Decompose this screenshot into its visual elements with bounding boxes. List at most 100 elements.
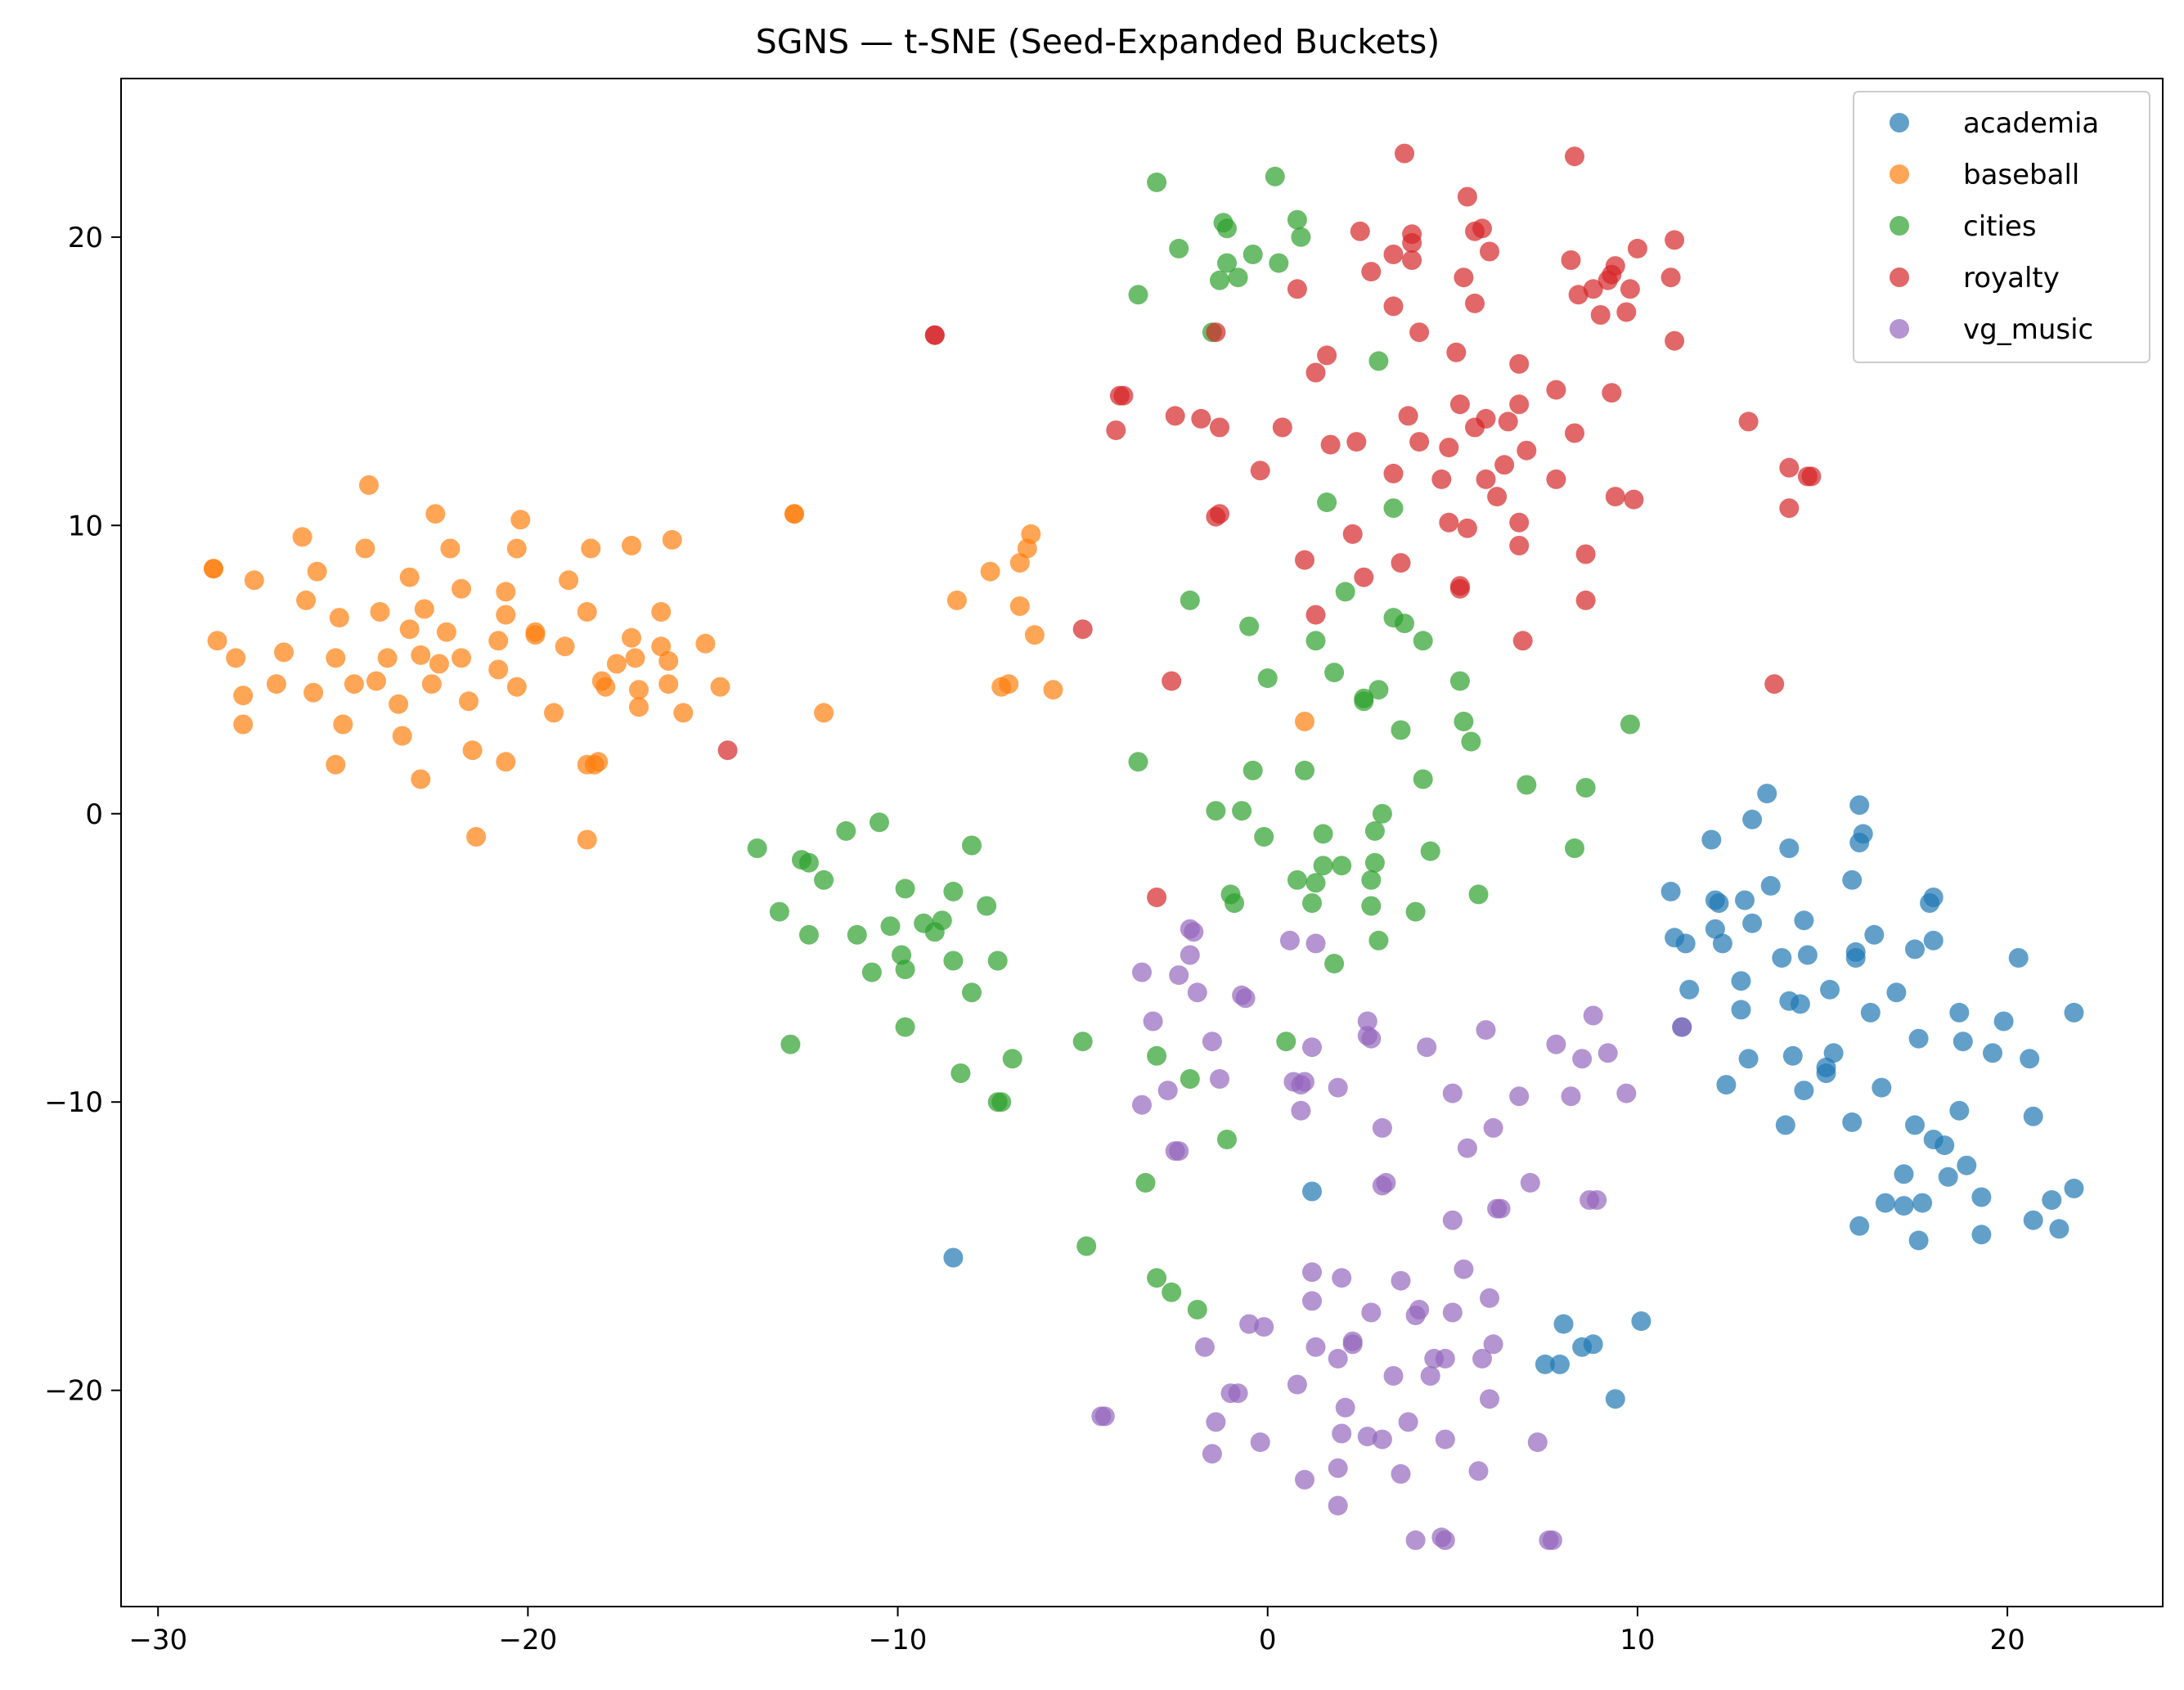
point-academia <box>2064 1002 2084 1023</box>
point-cities <box>1372 803 1392 824</box>
point-vg_music <box>1239 1314 1260 1334</box>
point-academia <box>943 1247 964 1268</box>
point-royalty <box>1465 221 1485 241</box>
point-royalty <box>1383 296 1404 317</box>
point-cities <box>1239 616 1260 636</box>
point-royalty <box>1779 457 1800 478</box>
point-baseball <box>555 636 575 657</box>
point-vg_music <box>1480 1389 1499 1409</box>
point-baseball <box>307 561 327 582</box>
point-royalty <box>1590 305 1611 325</box>
point-academia <box>1631 1311 1651 1332</box>
point-royalty <box>1162 671 1182 691</box>
point-royalty <box>1509 512 1530 533</box>
point-cities <box>1169 238 1189 258</box>
legend-label-cities: cities <box>1963 210 2037 243</box>
point-cities <box>1313 856 1333 876</box>
point-cities <box>1225 893 1244 913</box>
point-cities <box>780 1034 801 1054</box>
point-academia <box>1794 910 1814 931</box>
point-baseball <box>584 754 604 775</box>
point-royalty <box>1391 553 1411 573</box>
legend-marker-royalty <box>1890 267 1909 287</box>
point-royalty <box>1361 262 1382 282</box>
point-baseball <box>695 633 716 654</box>
point-royalty <box>1801 466 1822 487</box>
point-royalty <box>1320 434 1341 455</box>
y-tick-label: −20 <box>44 1375 103 1408</box>
point-academia <box>1864 924 1885 945</box>
point-baseball <box>233 714 254 735</box>
point-baseball <box>999 674 1019 694</box>
point-cities <box>1454 712 1474 731</box>
point-cities <box>1295 760 1314 780</box>
point-vg_music <box>1398 1412 1418 1432</box>
point-academia <box>1742 913 1763 933</box>
point-cities <box>1072 1032 1093 1052</box>
point-academia <box>1820 979 1840 1000</box>
point-baseball <box>370 602 390 622</box>
point-cities <box>1002 1049 1022 1069</box>
point-baseball <box>414 599 434 619</box>
point-academia <box>1923 930 1944 951</box>
point-cities <box>1254 827 1274 847</box>
point-vg_music <box>1235 988 1256 1009</box>
point-cities <box>977 896 997 916</box>
point-royalty <box>1113 385 1134 406</box>
point-academia <box>1716 1075 1737 1095</box>
point-baseball <box>581 538 601 559</box>
point-royalty <box>1565 423 1584 443</box>
point-royalty <box>1509 536 1530 555</box>
point-baseball <box>651 636 672 657</box>
point-academia <box>1860 1002 1881 1023</box>
point-baseball <box>344 674 364 694</box>
point-baseball <box>658 651 679 671</box>
point-academia <box>2042 1190 2062 1210</box>
point-cities <box>1128 285 1148 305</box>
point-cities <box>895 1017 915 1037</box>
point-vg_music <box>1342 1334 1363 1355</box>
point-academia <box>1775 1115 1795 1135</box>
point-academia <box>1605 1389 1625 1409</box>
point-vg_music <box>1520 1172 1540 1193</box>
point-cities <box>1517 775 1537 795</box>
point-academia <box>1957 1155 1977 1175</box>
point-cities <box>747 838 767 858</box>
point-academia <box>1912 1193 1933 1213</box>
point-academia <box>1760 875 1781 896</box>
point-academia <box>1790 994 1810 1014</box>
point-royalty <box>1598 270 1618 290</box>
point-baseball <box>577 829 597 850</box>
point-royalty <box>1575 544 1596 564</box>
point-academia <box>1993 1011 2014 1032</box>
point-vg_music <box>1254 1317 1274 1337</box>
point-cities <box>1228 267 1248 288</box>
point-baseball <box>559 570 579 591</box>
point-royalty <box>1665 230 1685 250</box>
point-baseball <box>329 608 349 628</box>
point-academia <box>1553 1314 1574 1334</box>
point-baseball <box>496 582 516 602</box>
legend-marker-vg_music <box>1890 319 1909 339</box>
point-academia <box>1550 1354 1570 1374</box>
point-vg_music <box>1194 1337 1215 1357</box>
point-baseball <box>544 703 564 723</box>
point-royalty <box>1346 432 1367 452</box>
point-royalty <box>1449 576 1470 596</box>
point-royalty <box>1191 408 1211 429</box>
point-cities <box>1368 680 1389 700</box>
point-royalty <box>1517 440 1537 461</box>
point-cities <box>1287 870 1307 890</box>
point-baseball <box>1043 680 1063 700</box>
point-baseball <box>303 682 324 703</box>
point-baseball <box>488 631 509 651</box>
point-cities <box>1361 870 1382 890</box>
point-baseball <box>595 676 616 697</box>
point-royalty <box>1561 250 1581 270</box>
legend-marker-baseball <box>1890 164 1909 184</box>
point-cities <box>1305 631 1326 651</box>
point-royalty <box>1738 411 1759 432</box>
point-royalty <box>1383 463 1404 483</box>
point-royalty <box>1402 232 1422 253</box>
